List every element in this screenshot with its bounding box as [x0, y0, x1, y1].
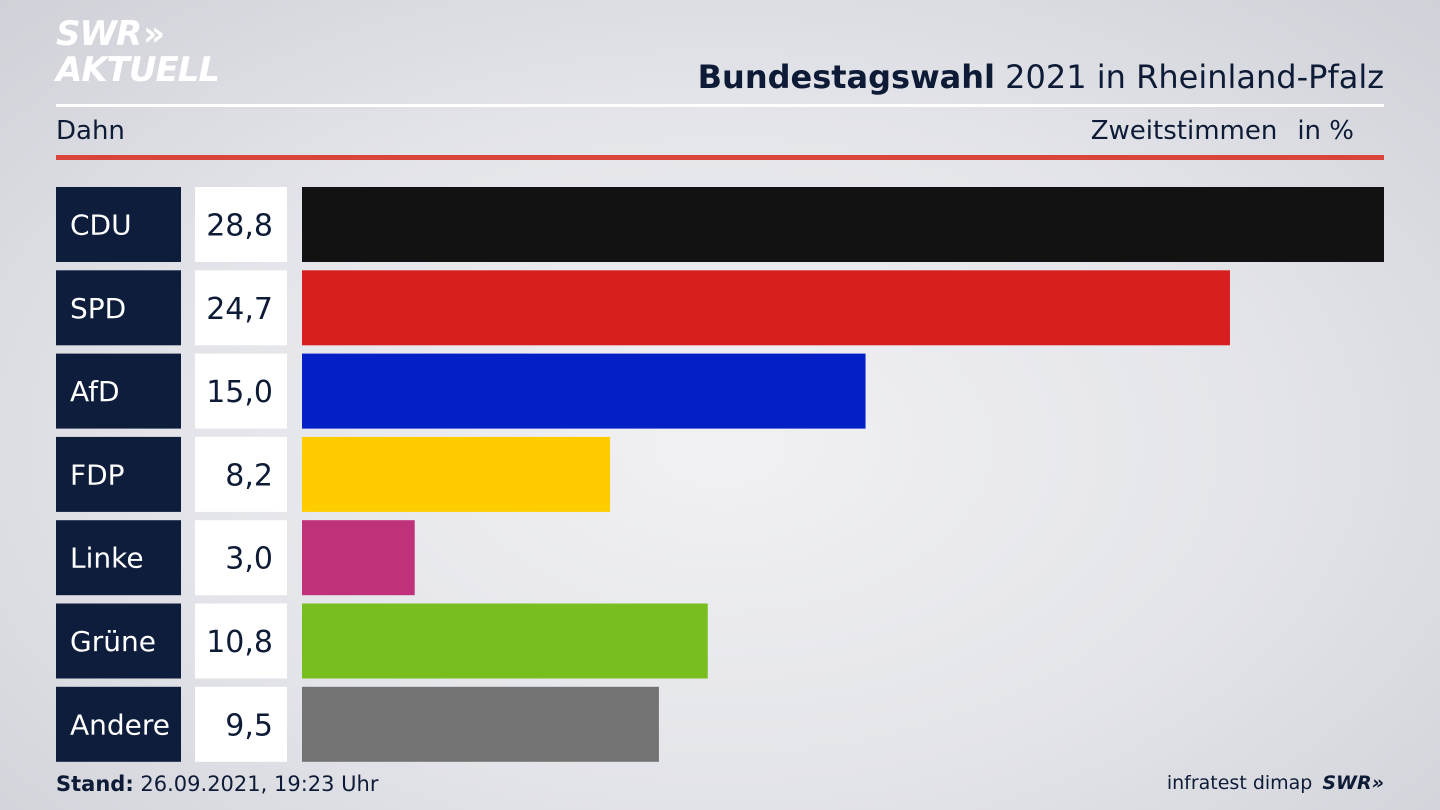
stand-value: 26.09.2021, 19:23 Uhr: [133, 772, 379, 796]
value-label: 8,2: [225, 458, 273, 493]
value-label: 15,0: [206, 375, 273, 410]
source-text: infratest dimap: [1166, 772, 1313, 794]
logo-arrows-icon: »: [143, 14, 165, 54]
title-rest: 2021 in Rheinland-Pfalz: [995, 58, 1384, 96]
bar-row-cdu: CDU 28,8: [56, 187, 1384, 262]
accent-divider: [56, 155, 1384, 160]
logo-swr-text: SWR: [56, 14, 142, 54]
region-label: Dahn: [56, 116, 125, 146]
value-label: 9,5: [225, 708, 273, 743]
timestamp: Stand: 26.09.2021, 19:23 Uhr: [56, 772, 379, 796]
party-label: Linke: [70, 542, 144, 575]
bar-row-spd: SPD 24,7: [56, 270, 1230, 346]
party-label-bg: [56, 686, 181, 762]
measure-unit: in %: [1297, 116, 1354, 146]
value-label-bg: [195, 436, 287, 512]
value-label-bg: [195, 603, 287, 679]
footer-swr-logo: SWR»: [1322, 772, 1384, 794]
measure-label: Zweitstimmen in %: [1091, 116, 1354, 146]
bar-row-andere: Andere 9,5: [56, 686, 659, 762]
party-label: CDU: [70, 209, 132, 242]
party-label-bg: [56, 353, 181, 429]
bar-row-fdp: FDP 8,2: [56, 436, 611, 512]
swr-aktuell-logo: SWR» AKTUELL: [56, 14, 220, 90]
title-bold: Bundestagswahl: [697, 58, 995, 96]
bar-row-grne: Grüne 10,8: [56, 603, 708, 679]
bar-cdu: [302, 187, 1384, 262]
value-label: 10,8: [206, 625, 273, 660]
value-label-bg: [195, 353, 287, 429]
party-label: Grüne: [70, 625, 156, 658]
party-label: FDP: [70, 458, 125, 491]
value-label-bg: [195, 187, 287, 262]
party-label: SPD: [70, 292, 126, 325]
party-label-bg: [56, 270, 181, 346]
party-label-bg: [56, 187, 181, 262]
bar-spd: [302, 270, 1230, 346]
value-label-bg: [195, 270, 287, 346]
bar-linke: [302, 520, 415, 596]
party-label: AfD: [70, 375, 120, 408]
party-label-bg: [56, 520, 181, 596]
party-label-bg: [56, 603, 181, 679]
value-label-bg: [195, 686, 287, 762]
value-label: 24,7: [206, 292, 273, 327]
value-label: 28,8: [206, 209, 273, 244]
bar-grne: [302, 603, 708, 679]
value-label-bg: [195, 520, 287, 596]
source-credit: infratest dimap SWR»: [1167, 772, 1384, 794]
logo-aktuell-text: AKTUELL: [56, 50, 220, 90]
bar-andere: [302, 686, 659, 762]
value-label: 3,0: [225, 542, 273, 577]
party-label-bg: [56, 436, 181, 512]
page-title: Bundestagswahl 2021 in Rheinland-Pfalz: [698, 58, 1384, 96]
header-divider: [56, 104, 1384, 107]
bar-afd: [302, 353, 866, 429]
bar-row-linke: Linke 3,0: [56, 520, 415, 596]
party-label: Andere: [70, 708, 170, 741]
bar-fdp: [302, 436, 611, 512]
bar-row-afd: AfD 15,0: [56, 353, 866, 429]
measure-name: Zweitstimmen: [1090, 116, 1278, 146]
stand-label: Stand:: [56, 772, 134, 796]
